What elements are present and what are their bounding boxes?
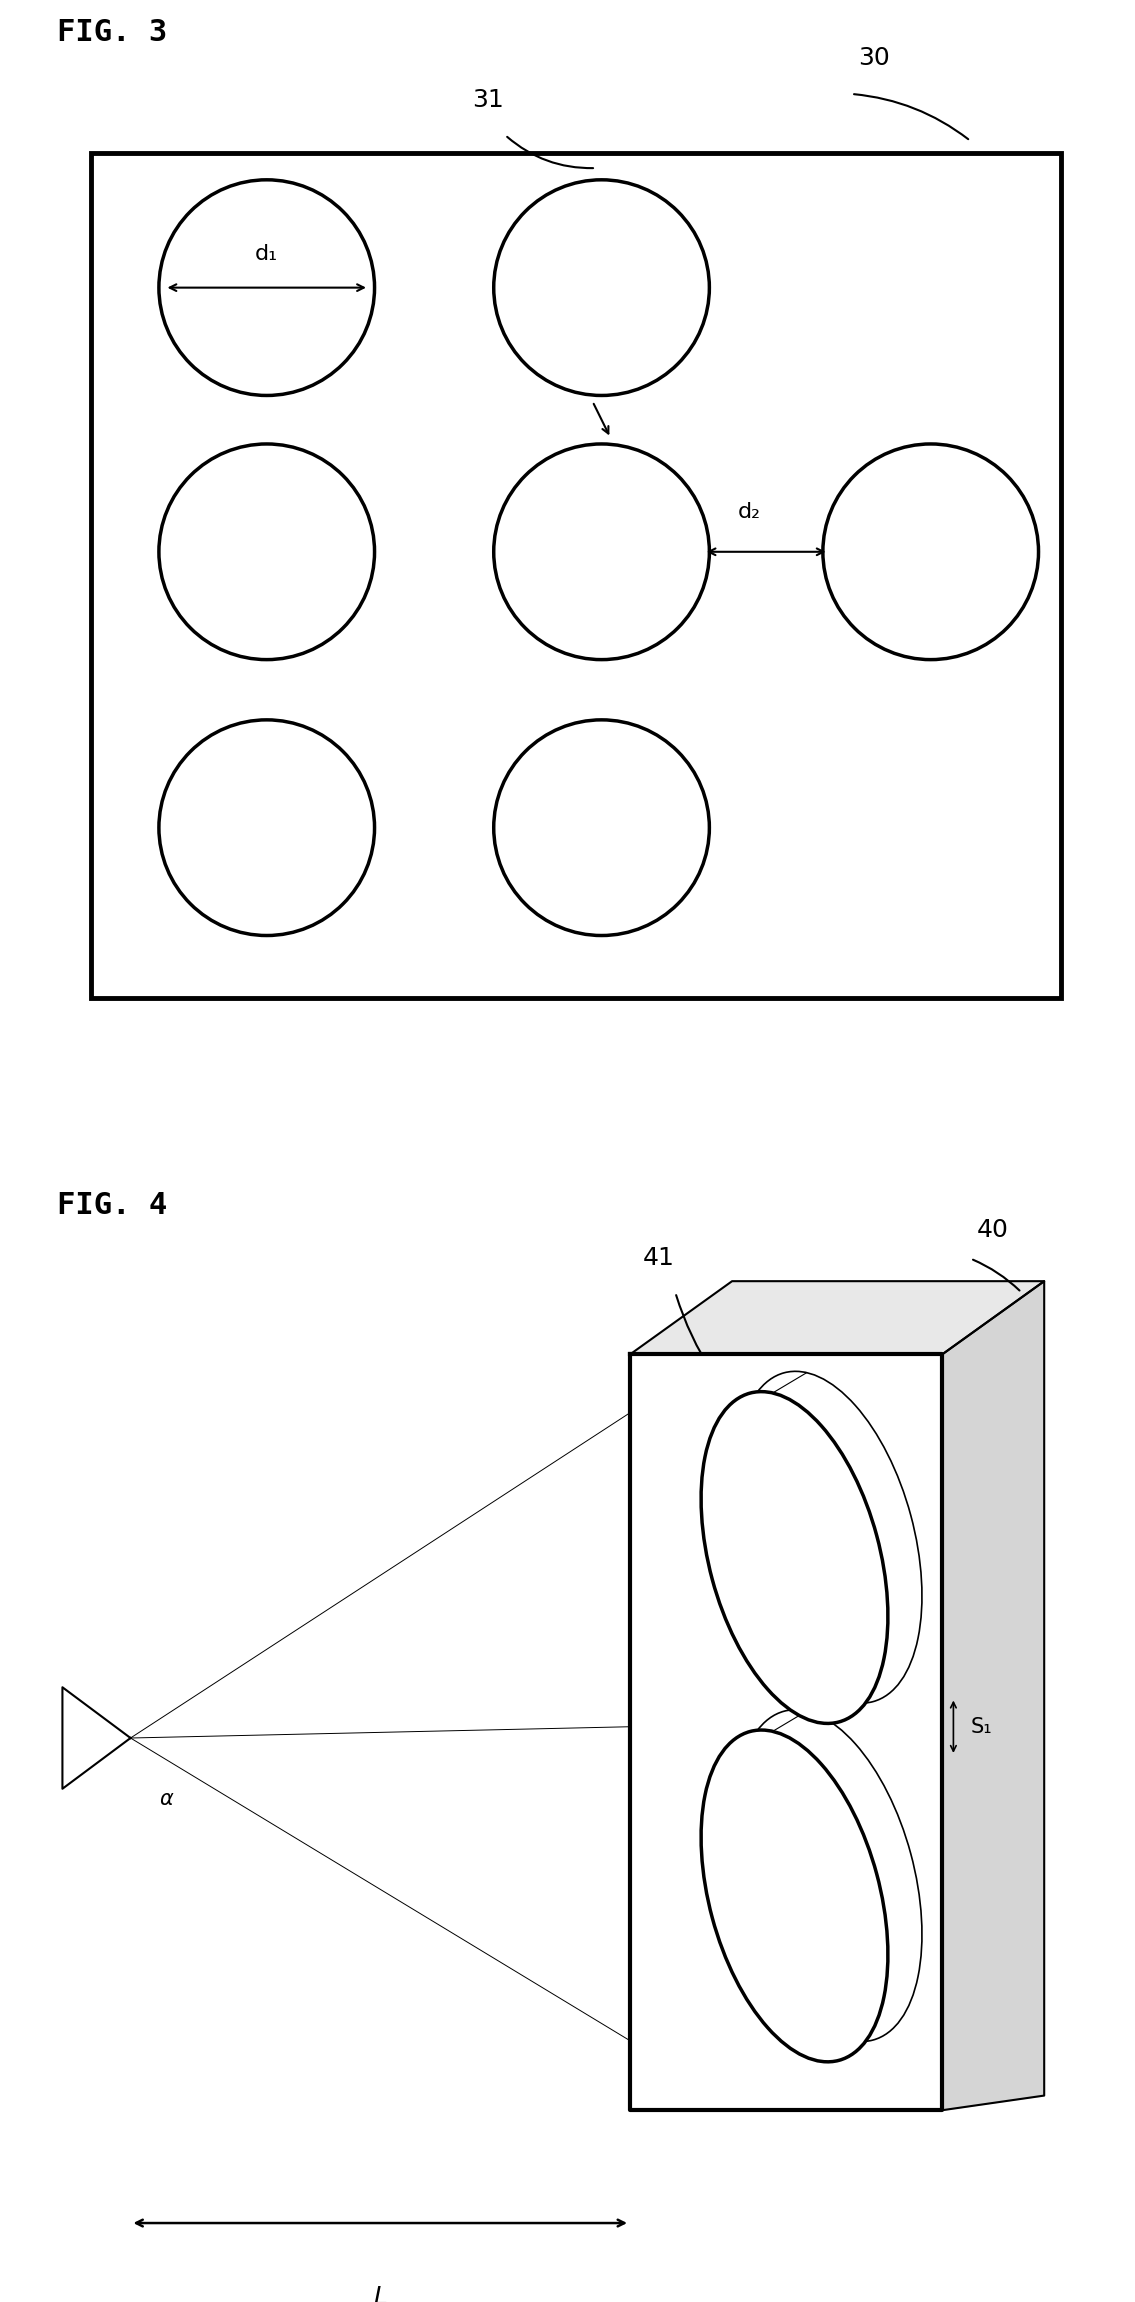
Text: 40: 40 — [977, 1218, 1009, 1241]
Text: S₁: S₁ — [970, 1717, 992, 1736]
Ellipse shape — [159, 444, 375, 661]
Ellipse shape — [494, 444, 709, 661]
Ellipse shape — [701, 1731, 888, 2063]
Text: FIG. 3: FIG. 3 — [57, 18, 167, 46]
Text: α: α — [159, 1789, 173, 1809]
Ellipse shape — [735, 1372, 922, 1703]
Polygon shape — [630, 1354, 942, 2111]
Ellipse shape — [701, 1393, 888, 1724]
Text: 30: 30 — [858, 46, 890, 71]
Ellipse shape — [159, 721, 375, 935]
Ellipse shape — [494, 721, 709, 935]
Ellipse shape — [735, 1710, 922, 2042]
Ellipse shape — [823, 444, 1039, 661]
Text: d₁: d₁ — [255, 244, 278, 265]
Text: L: L — [373, 2286, 387, 2302]
Bar — [91, 152, 1061, 999]
Polygon shape — [630, 1282, 1044, 1354]
Text: FIG. 4: FIG. 4 — [57, 1190, 167, 1220]
Ellipse shape — [159, 180, 375, 396]
Text: d₂: d₂ — [738, 502, 760, 523]
Text: 31: 31 — [472, 87, 504, 110]
Polygon shape — [942, 1282, 1044, 2111]
Text: 41: 41 — [642, 1245, 674, 1271]
Ellipse shape — [494, 180, 709, 396]
